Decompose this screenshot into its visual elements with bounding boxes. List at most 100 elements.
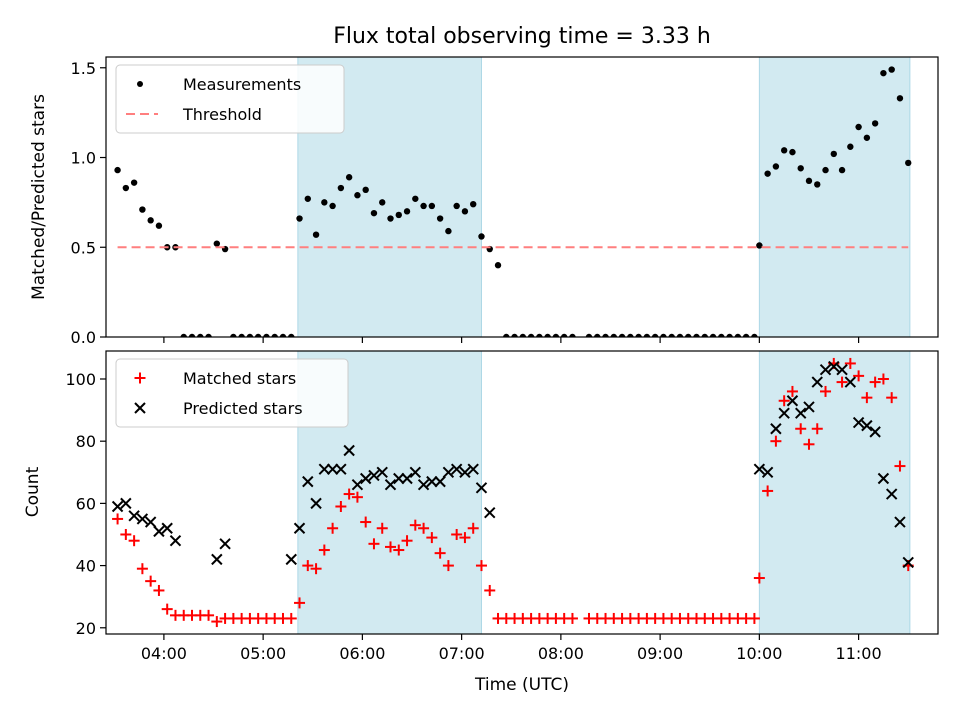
- predicted-star-point: [467, 463, 479, 475]
- measurement-point: [213, 240, 221, 247]
- measurement-point: [321, 199, 328, 206]
- measurement-point: [155, 222, 163, 229]
- matched-star-point: [803, 438, 815, 450]
- predicted-star-point: [811, 376, 823, 388]
- matched-star-point: [886, 392, 898, 404]
- measurement-point: [693, 333, 700, 337]
- matched-star-point: [418, 522, 430, 534]
- measurement-point: [838, 166, 846, 174]
- predicted-star-point: [310, 497, 322, 510]
- matched-star-point: [451, 528, 463, 540]
- legend-label: Threshold: [182, 105, 262, 124]
- predicted-star-point: [459, 466, 471, 478]
- predicted-star-point: [869, 426, 881, 438]
- measurement-point: [130, 179, 138, 186]
- predicted-star-point: [384, 479, 397, 491]
- legend-marker-predicted: [134, 402, 146, 414]
- measurement-point: [855, 123, 862, 131]
- matched-star-point: [484, 584, 496, 596]
- measurement-point: [871, 120, 879, 127]
- measurement-point: [403, 208, 411, 215]
- measurement-point: [395, 211, 402, 219]
- measurement-point: [139, 206, 146, 213]
- measurement-point: [114, 166, 121, 174]
- measurement-point: [805, 177, 813, 185]
- measurement-point: [329, 202, 336, 210]
- predicted-star-point: [351, 479, 364, 491]
- predicted-star-point: [111, 500, 124, 513]
- predicted-star-point: [285, 553, 297, 566]
- predicted-star-point: [770, 423, 782, 435]
- matched-star-point: [112, 513, 124, 525]
- predicted-star-point: [359, 472, 372, 485]
- predicted-star-point: [161, 522, 173, 534]
- x-tick-label: 07:00: [439, 644, 485, 663]
- legend: Matched stars Predicted stars: [115, 358, 349, 428]
- measurement-point: [354, 192, 361, 199]
- panel-top-measurements: 0.0 0.5 1.0 1.5 Measurements Threshold: [71, 56, 939, 347]
- measurement-point: [230, 333, 237, 337]
- x-tick-label: 08:00: [538, 644, 584, 663]
- measurement-point: [453, 202, 460, 210]
- matched-star-point: [861, 392, 873, 404]
- measurement-point: [726, 333, 733, 337]
- x-tick-label: 05:00: [240, 644, 286, 663]
- matched-star-point: [853, 370, 865, 382]
- measurement-point: [676, 333, 684, 337]
- predicted-star-point: [293, 522, 306, 534]
- measurement-point: [470, 200, 477, 208]
- legend-marker-matched: [134, 372, 146, 384]
- matched-star-point: [434, 547, 446, 559]
- measurement-point: [494, 262, 502, 269]
- predicted-star-point: [335, 463, 347, 475]
- y-axis-label-bottom: Count: [23, 466, 43, 517]
- predicted-star-point: [393, 472, 405, 485]
- measurement-point: [254, 333, 262, 337]
- legend-label: Predicted stars: [183, 399, 303, 418]
- matched-star-point: [211, 616, 223, 628]
- shaded-interval-2: [758, 350, 911, 635]
- measurement-point: [370, 209, 378, 217]
- matched-star-point: [836, 376, 848, 388]
- predicted-star-point: [326, 463, 339, 475]
- matched-star-point: [285, 612, 297, 624]
- measurement-point: [536, 333, 543, 337]
- measurement-point: [519, 333, 527, 337]
- matched-star-point: [475, 560, 487, 572]
- matched-star-point: [368, 538, 380, 550]
- measurement-point: [822, 166, 829, 174]
- matched-star-point: [459, 532, 471, 544]
- measurement-point: [544, 333, 551, 337]
- measurement-point: [197, 333, 204, 337]
- matched-star-point: [310, 563, 322, 575]
- predicted-star-point: [211, 553, 223, 566]
- measurement-point: [660, 333, 667, 337]
- measurement-point: [279, 333, 287, 337]
- predicted-star-point: [442, 466, 455, 478]
- matched-star-point: [753, 572, 765, 584]
- measurement-point: [560, 333, 568, 337]
- measurement-point: [756, 242, 763, 249]
- matched-star-point: [748, 612, 760, 624]
- predicted-star-point: [368, 469, 380, 482]
- x-axis-label: Time (UTC): [474, 675, 569, 695]
- predicted-star-point: [417, 479, 430, 491]
- legend-marker-measurements: [137, 81, 143, 87]
- predicted-star-point: [885, 488, 898, 500]
- matched-star-point: [335, 500, 347, 512]
- predicted-star-point: [852, 416, 865, 429]
- matched-star-point: [401, 535, 413, 547]
- matched-star-point: [343, 488, 355, 500]
- measurement-point: [797, 165, 804, 172]
- measurement-point: [635, 333, 642, 337]
- measurement-point: [271, 333, 278, 337]
- predicted-star-point: [844, 376, 857, 388]
- matched-star-point: [203, 609, 215, 621]
- axes-frame: [105, 350, 939, 635]
- predicted-star-point: [376, 466, 388, 478]
- measurement-point: [751, 333, 758, 337]
- predicted-star-point: [434, 475, 446, 488]
- predicted-star-point: [136, 513, 149, 525]
- measurement-point: [742, 333, 750, 337]
- y-tick-label: 1.0: [71, 149, 96, 168]
